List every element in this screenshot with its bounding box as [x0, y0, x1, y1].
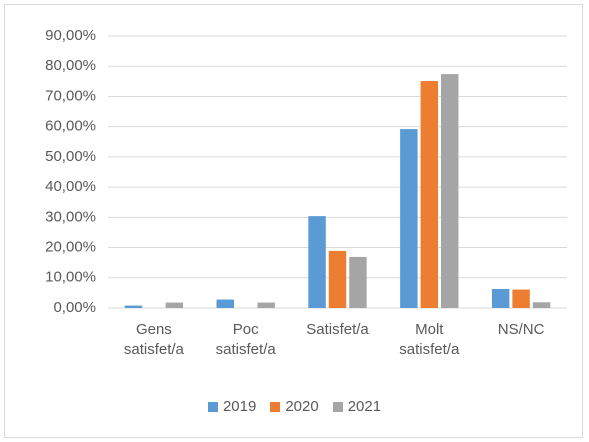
bar — [165, 302, 184, 308]
bar — [257, 302, 275, 308]
bar — [349, 256, 367, 308]
bar — [512, 289, 530, 308]
bar — [216, 299, 234, 308]
bar — [532, 302, 551, 308]
bar — [491, 288, 510, 308]
y-tick-label: 10,00% — [45, 269, 96, 286]
x-tick-label: Molt satisfet/a — [399, 321, 460, 358]
y-tick-label: 90,00% — [45, 27, 96, 44]
bar — [441, 74, 459, 308]
bar — [124, 305, 143, 308]
legend-swatch — [332, 401, 343, 412]
y-tick-label: 80,00% — [45, 57, 96, 74]
legend-item: 2021 — [332, 398, 382, 415]
bar — [420, 81, 439, 308]
legend-label: 2021 — [347, 398, 382, 415]
y-tick-label: 30,00% — [45, 208, 96, 225]
y-tick-label: 0,00% — [53, 299, 96, 316]
x-tick-label: NS/NC — [497, 321, 545, 338]
legend: 2019 2020 2021 — [0, 398, 589, 415]
legend-label: 2019 — [222, 398, 257, 415]
chart-border — [4, 4, 583, 438]
bar — [308, 216, 326, 308]
y-tick-label: 50,00% — [45, 148, 96, 165]
bar — [328, 250, 347, 308]
y-tick-label: 40,00% — [45, 178, 96, 195]
x-tick-label: Satisfet/a — [306, 321, 369, 338]
legend-swatch — [207, 401, 218, 412]
legend-item: 2019 — [207, 398, 257, 415]
y-tick-label: 20,00% — [45, 239, 96, 256]
y-tick-label: 70,00% — [45, 87, 96, 104]
bar — [400, 129, 418, 308]
x-tick-label: Gens satisfet/a — [123, 321, 184, 358]
y-tick-label: 60,00% — [45, 118, 96, 135]
legend-item: 2020 — [270, 398, 319, 415]
legend-label: 2020 — [285, 398, 319, 415]
x-tick-label: Poc satisfet/a — [215, 321, 276, 358]
legend-swatch — [270, 401, 281, 412]
